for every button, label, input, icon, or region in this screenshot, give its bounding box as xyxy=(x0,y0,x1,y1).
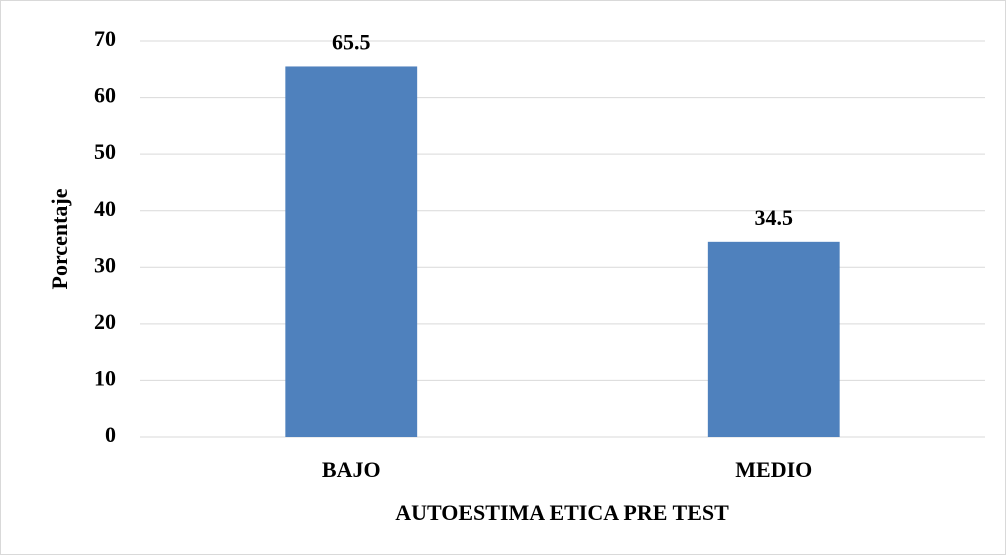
y-tick-label: 10 xyxy=(94,365,116,390)
y-tick-label: 60 xyxy=(94,83,116,108)
x-axis-title: AUTOESTIMA ETICA PRE TEST xyxy=(395,500,729,525)
y-tick-label: 0 xyxy=(105,422,116,447)
bar xyxy=(285,66,418,437)
bar xyxy=(707,241,840,437)
data-label: 65.5 xyxy=(332,30,371,55)
data-label: 34.5 xyxy=(755,205,794,230)
y-tick-label: 70 xyxy=(94,26,116,51)
y-tick-label: 40 xyxy=(94,196,116,221)
x-tick-label: MEDIO xyxy=(735,457,812,482)
y-tick-label: 50 xyxy=(94,139,116,164)
y-tick-label: 20 xyxy=(94,309,116,334)
y-tick-label: 30 xyxy=(94,252,116,277)
y-axis-title: Porcentaje xyxy=(47,188,72,289)
x-tick-label: BAJO xyxy=(322,457,381,482)
